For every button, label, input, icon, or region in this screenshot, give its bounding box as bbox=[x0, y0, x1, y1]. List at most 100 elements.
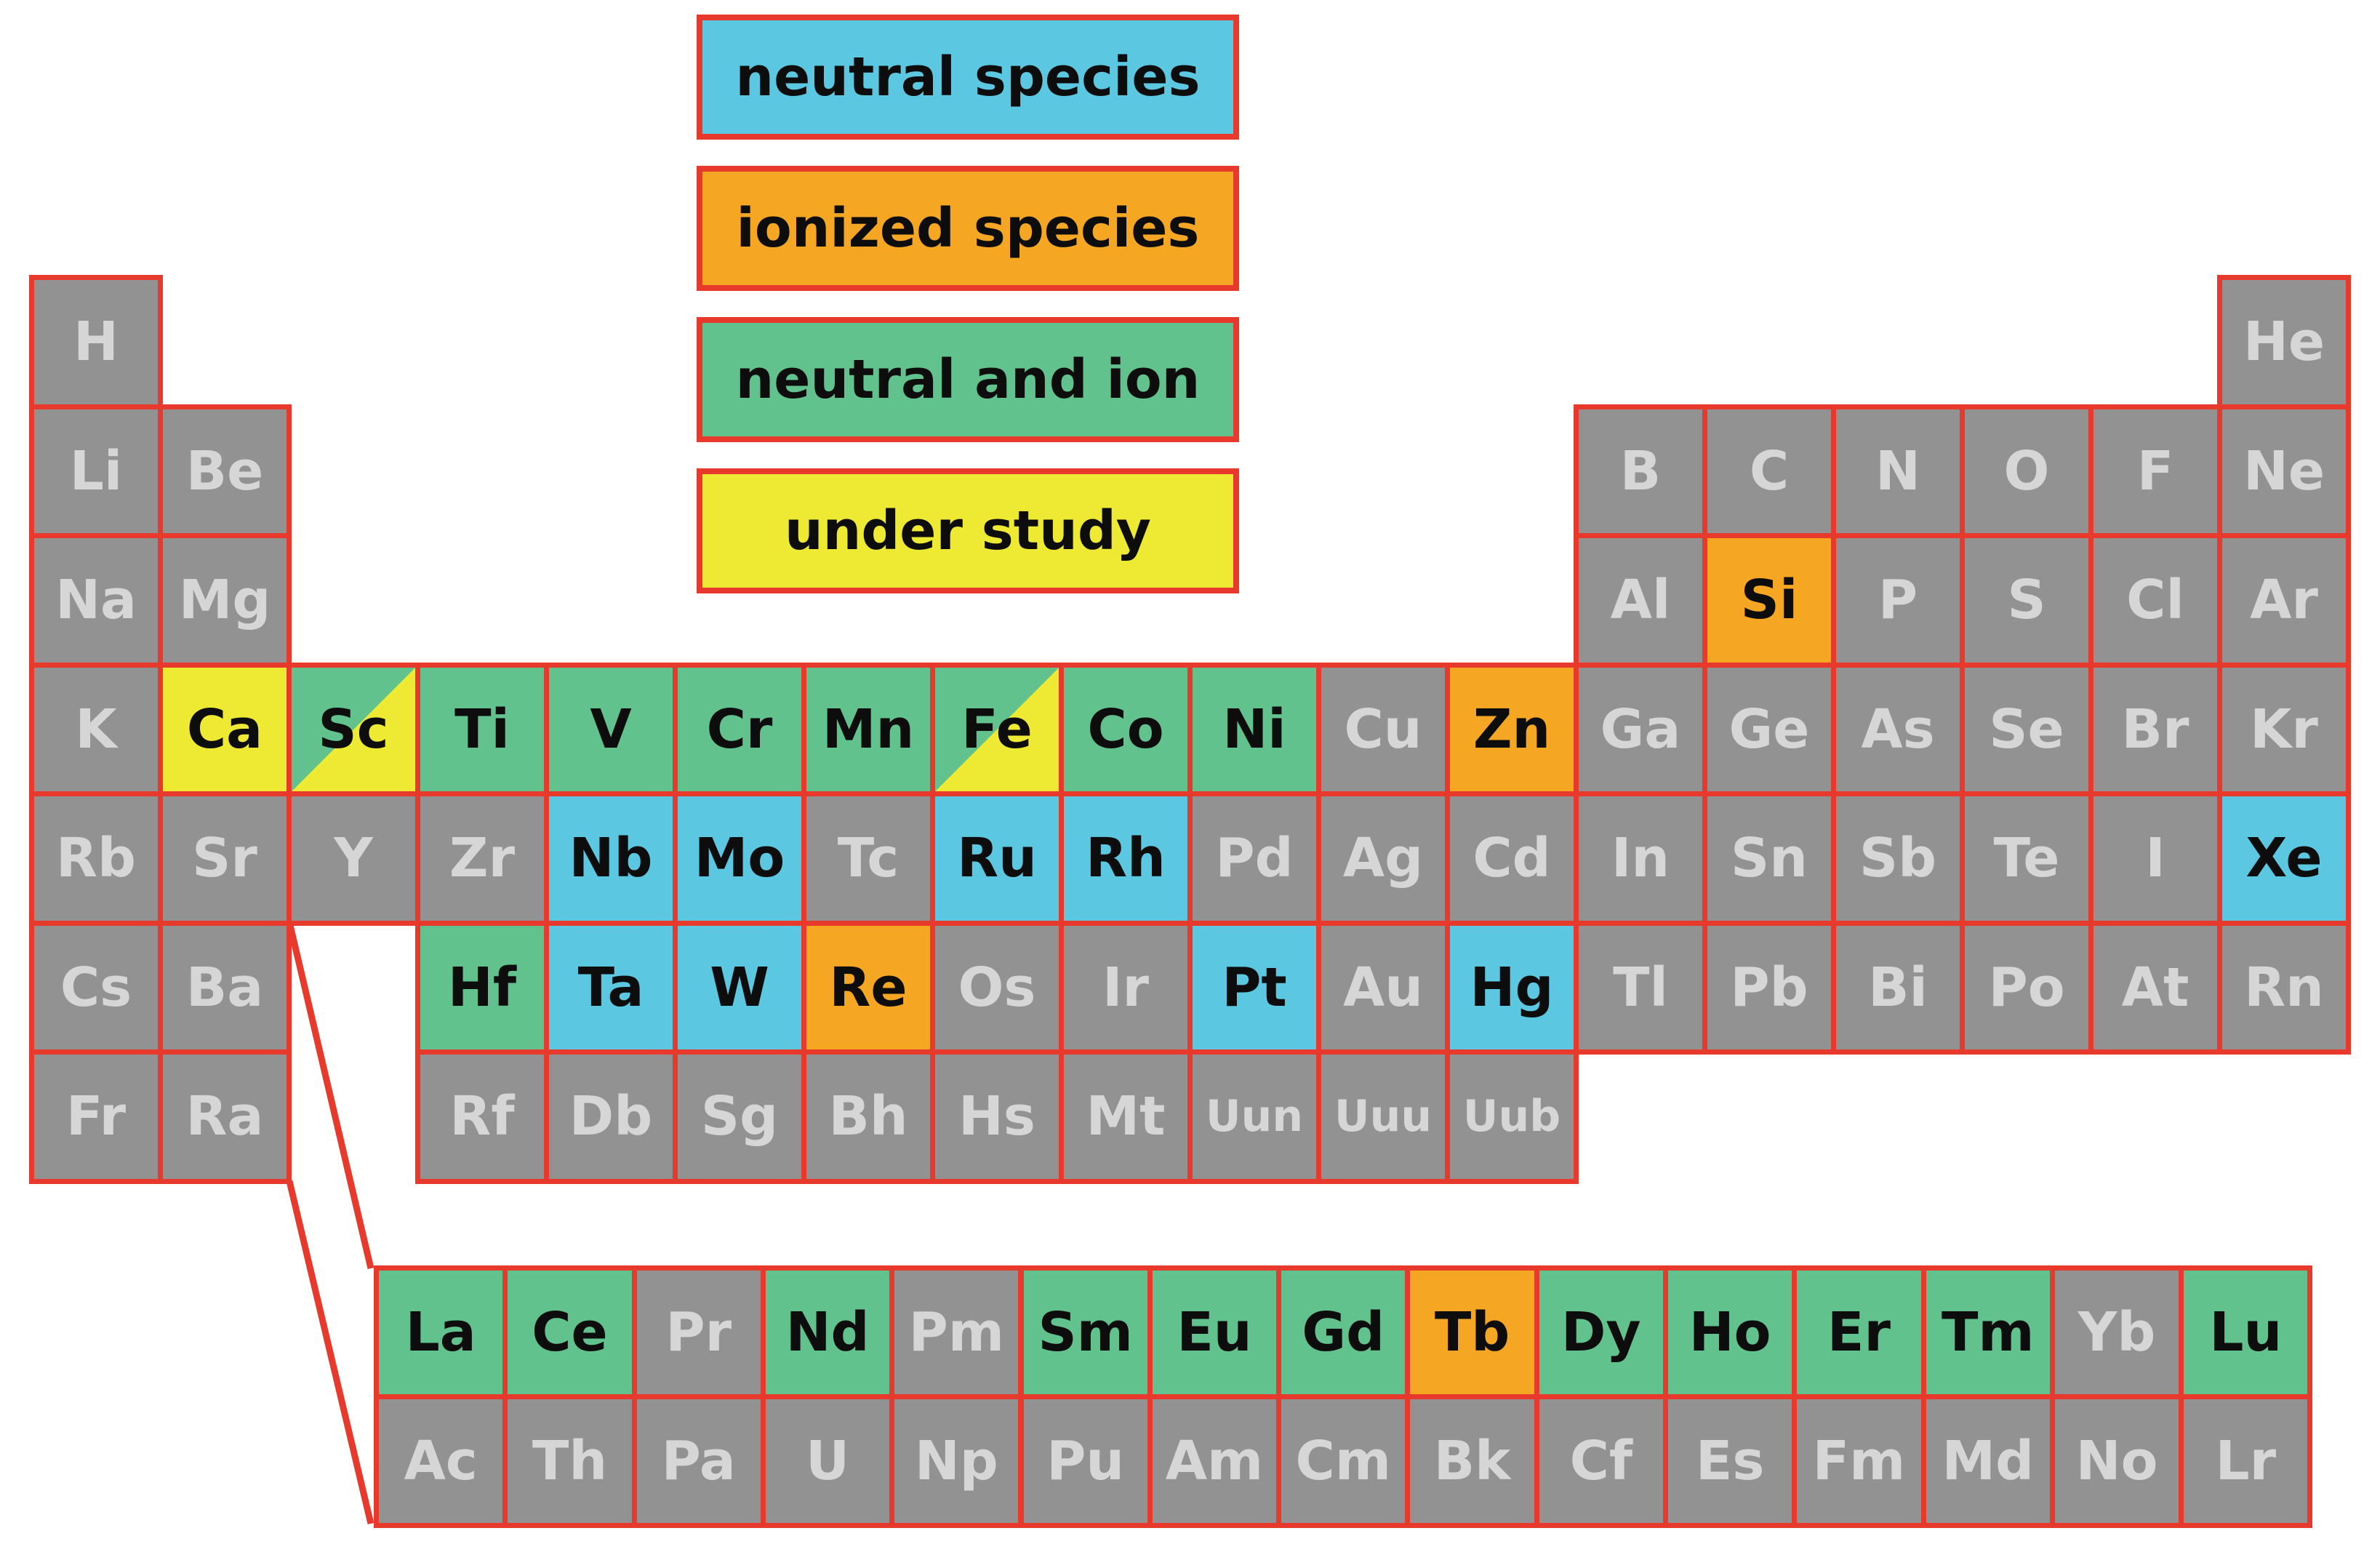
element-symbol: Re bbox=[829, 956, 907, 1019]
element-symbol: Pt bbox=[1222, 956, 1287, 1019]
element-pb: Pb bbox=[1702, 920, 1836, 1055]
element-yb: Yb bbox=[2049, 1265, 2184, 1399]
element-symbol: Cs bbox=[60, 956, 132, 1019]
element-rn: Rn bbox=[2217, 920, 2351, 1055]
element-rh: Rh bbox=[1059, 791, 1193, 926]
element-symbol: Tl bbox=[1613, 956, 1668, 1019]
element-symbol: Tm bbox=[1941, 1301, 2035, 1364]
element-symbol: Tc bbox=[837, 827, 899, 890]
element-hg: Hg bbox=[1445, 920, 1579, 1055]
element-symbol: Rf bbox=[449, 1085, 515, 1148]
connector-line-top bbox=[286, 921, 374, 1270]
element-sb: Sb bbox=[1831, 791, 1965, 926]
element-symbol: Mt bbox=[1086, 1085, 1166, 1148]
element-cs: Cs bbox=[29, 920, 163, 1055]
element-symbol: K bbox=[75, 697, 117, 761]
element-symbol: U bbox=[805, 1430, 850, 1492]
element-symbol: Br bbox=[2121, 697, 2189, 761]
element-at: At bbox=[2088, 920, 2222, 1055]
element-f: F bbox=[2088, 404, 2222, 538]
legend-item-ionized: ionized species bbox=[697, 166, 1239, 291]
element-lu: Lu bbox=[2179, 1265, 2313, 1399]
element-symbol: Ti bbox=[454, 697, 510, 761]
element-cu: Cu bbox=[1316, 662, 1450, 796]
element-symbol: Tb bbox=[1434, 1301, 1510, 1364]
element-symbol: Ce bbox=[532, 1301, 608, 1364]
element-symbol: Ac bbox=[404, 1430, 478, 1492]
element-i: I bbox=[2088, 791, 2222, 926]
element-mt: Mt bbox=[1059, 1049, 1193, 1184]
element-symbol: Al bbox=[1610, 569, 1671, 632]
element-rb: Rb bbox=[29, 791, 163, 926]
element-ca: Ca bbox=[158, 662, 292, 796]
split-fill bbox=[292, 667, 415, 791]
element-symbol: Rb bbox=[56, 827, 136, 890]
element-au: Au bbox=[1316, 920, 1450, 1055]
element-symbol: Np bbox=[914, 1430, 998, 1492]
element-te: Te bbox=[1960, 791, 2093, 926]
element-symbol: Md bbox=[1942, 1430, 2035, 1492]
element-ni: Ni bbox=[1187, 662, 1321, 796]
element-v: V bbox=[544, 662, 678, 796]
element-bi: Bi bbox=[1831, 920, 1965, 1055]
element-symbol: Yb bbox=[2078, 1301, 2156, 1364]
legend-item-study: under study bbox=[697, 468, 1239, 593]
element-symbol: Pu bbox=[1046, 1430, 1125, 1492]
element-symbol: S bbox=[2007, 569, 2046, 632]
element-b: B bbox=[1574, 404, 1707, 538]
element-symbol: Ta bbox=[577, 956, 644, 1019]
element-symbol: Ra bbox=[185, 1085, 264, 1148]
element-tc: Tc bbox=[801, 791, 935, 926]
element-symbol: Es bbox=[1695, 1430, 1765, 1492]
element-symbol: Ba bbox=[185, 956, 264, 1019]
element-os: Os bbox=[930, 920, 1064, 1055]
element-sg: Sg bbox=[673, 1049, 806, 1184]
element-symbol: Ne bbox=[2243, 439, 2325, 503]
element-sc: Sc bbox=[287, 662, 420, 796]
element-symbol: Os bbox=[958, 956, 1036, 1019]
legend-item-both: neutral and ion bbox=[697, 317, 1239, 442]
element-ti: Ti bbox=[415, 662, 549, 796]
element-bh: Bh bbox=[801, 1049, 935, 1184]
element-symbol: Be bbox=[185, 439, 264, 503]
element-symbol: Cf bbox=[1569, 1430, 1633, 1492]
element-symbol: Co bbox=[1087, 697, 1164, 761]
element-eu: Eu bbox=[1147, 1265, 1282, 1399]
element-symbol: C bbox=[1749, 439, 1790, 503]
element-symbol: Cd bbox=[1473, 827, 1551, 890]
element-zn: Zn bbox=[1445, 662, 1579, 796]
element-symbol: Sg bbox=[700, 1085, 779, 1148]
element-symbol: W bbox=[710, 956, 769, 1019]
element-u: U bbox=[760, 1394, 895, 1528]
element-symbol: Uun bbox=[1205, 1091, 1304, 1143]
element-w: W bbox=[673, 920, 806, 1055]
element-symbol: Th bbox=[532, 1430, 608, 1492]
element-hf: Hf bbox=[415, 920, 549, 1055]
element-symbol: N bbox=[1875, 439, 1920, 503]
element-pu: Pu bbox=[1018, 1394, 1153, 1528]
element-symbol: I bbox=[2145, 827, 2165, 890]
element-symbol: Mn bbox=[822, 697, 915, 761]
element-symbol: Pa bbox=[661, 1430, 736, 1492]
element-ag: Ag bbox=[1316, 791, 1450, 926]
element-symbol: Li bbox=[69, 439, 123, 503]
element-kr: Kr bbox=[2217, 662, 2351, 796]
element-symbol: Ga bbox=[1600, 697, 1681, 761]
element-symbol: Gd bbox=[1302, 1301, 1385, 1364]
element-symbol: Cu bbox=[1344, 697, 1422, 761]
element-sn: Sn bbox=[1702, 791, 1836, 926]
element-symbol: Si bbox=[1740, 569, 1798, 632]
element-symbol: No bbox=[2075, 1430, 2158, 1492]
element-symbol: Pb bbox=[1730, 956, 1808, 1019]
element-symbol: Rn bbox=[2244, 956, 2324, 1019]
element-symbol: Am bbox=[1165, 1430, 1264, 1492]
element-ta: Ta bbox=[544, 920, 678, 1055]
element-symbol: Fe bbox=[961, 697, 1033, 761]
element-symbol: Cm bbox=[1295, 1430, 1391, 1492]
element-uuu: Uuu bbox=[1316, 1049, 1450, 1184]
element-re: Re bbox=[801, 920, 935, 1055]
element-symbol: Zn bbox=[1473, 697, 1551, 761]
element-symbol: P bbox=[1878, 569, 1918, 632]
